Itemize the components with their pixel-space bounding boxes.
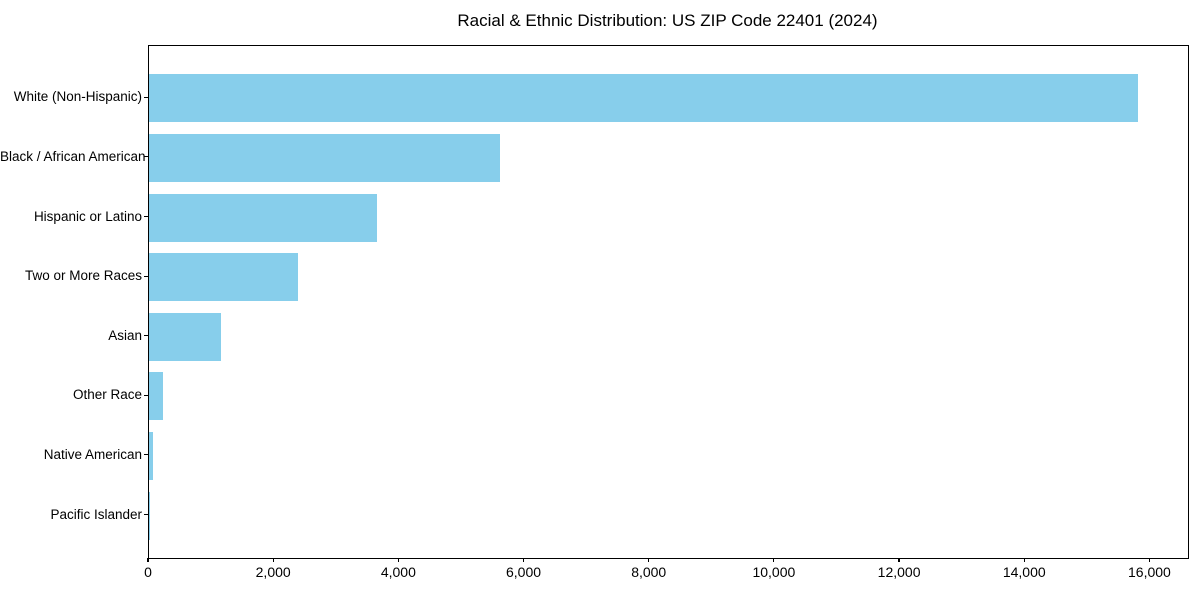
y-tick-label-black-african-american: Black / African American xyxy=(0,148,146,164)
bar-black-african-american xyxy=(149,133,500,182)
x-tick-label-6000: 6,000 xyxy=(506,564,542,580)
chart-title: Racial & Ethnic Distribution: US ZIP Cod… xyxy=(457,11,878,30)
y-tick-label-other-race: Other Race xyxy=(72,387,142,403)
bar-pacific-islander xyxy=(149,491,150,540)
bar-white-non-hispanic xyxy=(149,74,1138,123)
bar-other-race xyxy=(149,372,164,421)
y-tick-mark xyxy=(144,275,148,277)
y-tick-label-native-american: Native American xyxy=(43,446,142,462)
x-tick-label-12000: 12,000 xyxy=(877,564,921,580)
x-tick-label-8000: 8,000 xyxy=(631,564,667,580)
y-tick-mark xyxy=(144,96,148,98)
x-tick-label-14000: 14,000 xyxy=(1002,564,1046,580)
y-tick-label-white-non-hispanic: White (Non-Hispanic) xyxy=(13,89,142,105)
y-tick-mark xyxy=(144,513,148,516)
y-tick-mark xyxy=(144,335,148,337)
y-tick-label-two-or-more-races: Two or More Races xyxy=(24,268,142,284)
y-tick-label-hispanic-or-latino: Hispanic or Latino xyxy=(33,208,142,224)
plot-area xyxy=(148,45,1189,559)
y-tick-mark xyxy=(144,394,148,396)
bar-hispanic-or-latino xyxy=(149,193,378,242)
y-tick-mark xyxy=(144,215,148,218)
bar-asian xyxy=(149,312,221,361)
x-tick-label-10000: 10,000 xyxy=(752,564,796,580)
y-tick-mark xyxy=(144,454,148,456)
y-axis-labels: White (Non-Hispanic) Black / African Amer… xyxy=(0,0,148,600)
bar-two-or-more-races xyxy=(149,253,298,302)
x-tick-label-16000: 16,000 xyxy=(1128,564,1171,580)
x-tick-label-2000: 2,000 xyxy=(255,564,291,580)
x-tick-label-4000: 4,000 xyxy=(380,564,416,580)
bar-native-american xyxy=(149,431,153,480)
y-tick-mark xyxy=(144,156,148,158)
y-tick-label-pacific-islander: Pacific Islander xyxy=(50,506,142,522)
y-tick-label-asian: Asian xyxy=(108,327,142,343)
